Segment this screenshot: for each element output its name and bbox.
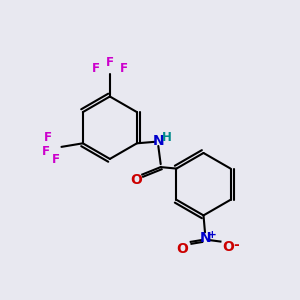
Text: F: F <box>120 62 128 75</box>
Text: F: F <box>44 131 52 144</box>
Text: F: F <box>52 153 60 166</box>
Text: +: + <box>208 230 217 240</box>
Text: N: N <box>152 134 164 148</box>
Text: F: F <box>92 62 100 75</box>
Text: F: F <box>106 56 114 69</box>
Text: -: - <box>233 238 239 251</box>
Text: H: H <box>162 131 172 144</box>
Text: F: F <box>42 145 50 158</box>
Text: O: O <box>222 240 234 254</box>
Text: N: N <box>200 231 212 245</box>
Text: O: O <box>176 242 188 256</box>
Text: O: O <box>130 173 142 187</box>
